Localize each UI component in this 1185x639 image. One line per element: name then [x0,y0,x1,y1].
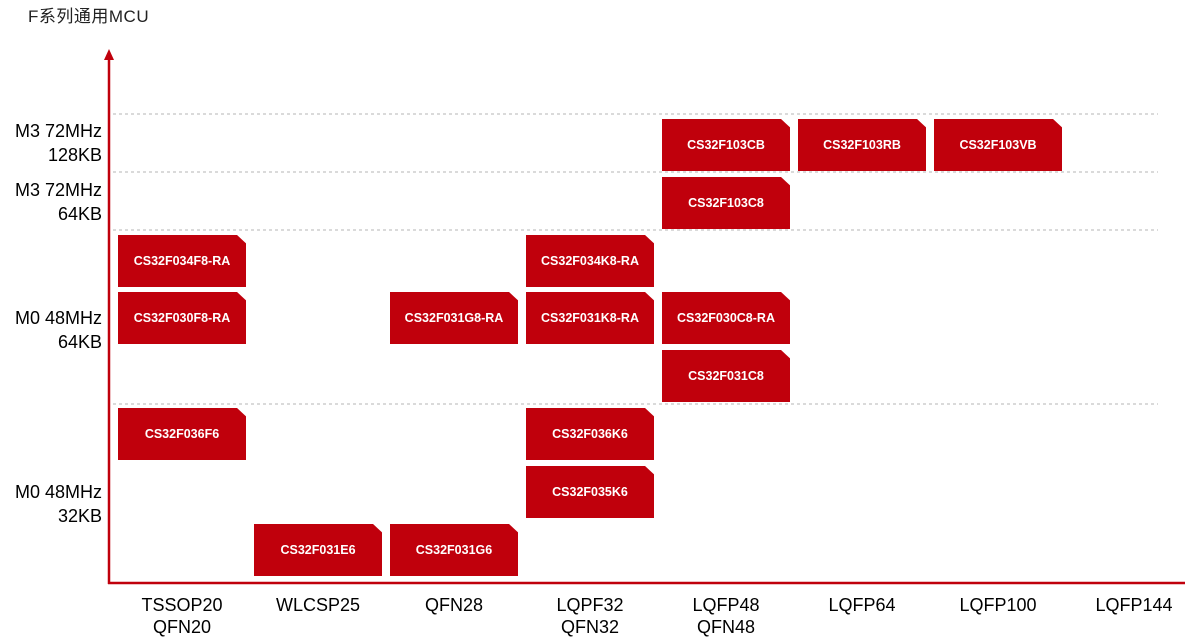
chip-cs32f031e6: CS32F031E6 [254,524,382,576]
chip-cs32f036f6: CS32F036F6 [118,408,246,460]
column-label-qfn28: QFN28 [389,594,519,616]
row-label-m0-32kb: M0 48MHz 32KB [15,480,102,528]
chip-cs32f034f8-ra: CS32F034F8-RA [118,235,246,287]
chip-cs32f031g6: CS32F031G6 [390,524,518,576]
row-label-m0-64kb: M0 48MHz 64KB [15,306,102,354]
column-label-lqfp48: LQFP48 QFN48 [661,594,791,638]
chip-cs32f030f8-ra: CS32F030F8-RA [118,292,246,344]
chip-cs32f030c8-ra: CS32F030C8-RA [662,292,790,344]
chip-cs32f034k8-ra: CS32F034K8-RA [526,235,654,287]
chip-cs32f035k6: CS32F035K6 [526,466,654,518]
column-label-lqfp100: LQFP100 [933,594,1063,616]
column-label-lqfp64: LQFP64 [797,594,927,616]
chip-cs32f103c8: CS32F103C8 [662,177,790,229]
chip-cs32f103cb: CS32F103CB [662,119,790,171]
chip-cs32f103rb: CS32F103RB [798,119,926,171]
chip-cs32f036k6: CS32F036K6 [526,408,654,460]
column-label-lqpf32: LQPF32 QFN32 [525,594,655,638]
y-axis-arrowhead [104,49,114,60]
row-label-m3-128kb: M3 72MHz 128KB [15,119,102,167]
column-label-tssop20: TSSOP20 QFN20 [117,594,247,638]
chip-cs32f031k8-ra: CS32F031K8-RA [526,292,654,344]
column-label-wlcsp25: WLCSP25 [253,594,383,616]
column-label-lqfp144: LQFP144 [1069,594,1185,616]
chip-cs32f031c8: CS32F031C8 [662,350,790,402]
chip-cs32f031g8-ra: CS32F031G8-RA [390,292,518,344]
chip-cs32f103vb: CS32F103VB [934,119,1062,171]
row-label-m3-64kb: M3 72MHz 64KB [15,178,102,226]
